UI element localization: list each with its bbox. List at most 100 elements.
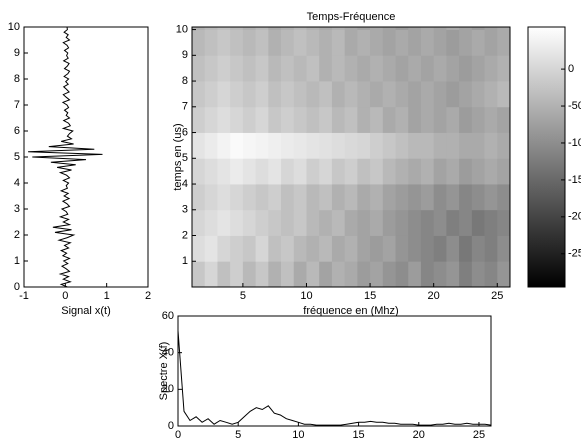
heatmap-cell [268,158,282,185]
colorbar-tick-label: -200 [568,211,581,223]
heatmap-cell [192,55,206,82]
heatmap-cell [242,184,256,211]
heatmap-cell [344,209,358,236]
y-tick-label: 60 [162,310,174,322]
heatmap-cell [242,27,256,30]
signal-line [28,26,103,288]
heatmap-cell [459,27,473,30]
heatmap-cell [395,55,409,82]
heatmap-cell [242,106,256,133]
chart-title: Temps-Fréquence [307,11,396,23]
y-tick-label: 3 [14,203,20,215]
heatmap-cell [395,184,409,211]
heatmap-cell [192,81,206,108]
heatmap-cell [255,29,269,56]
x-tick-label: 0 [62,290,68,302]
colorbar [527,26,566,288]
heatmap-cell [319,106,333,133]
heatmap-cell [192,209,206,236]
heatmap-cell [357,209,371,236]
y-tick-label: 7 [14,99,20,111]
heatmap-cell [268,235,282,262]
heatmap-cell [382,27,396,30]
heatmap-cell [497,261,511,288]
heatmap-cell [497,158,511,185]
heatmap-cell [192,184,206,211]
heatmap-cell [408,27,422,30]
heatmap-cell [471,235,485,262]
heatmap-cell [420,235,435,262]
y-tick-label: 20 [162,383,174,395]
heatmap-cell [382,132,396,159]
heatmap-cell [420,184,435,211]
heatmap-cell [204,132,218,159]
heatmap-cell [281,132,295,159]
y-tick-label: 8 [14,73,20,85]
heatmap-cell [382,81,396,108]
heatmap-cell [242,55,256,82]
heatmap-cell [433,158,447,185]
heatmap-cell [204,55,218,82]
heatmap-cell [357,158,371,185]
y-tick-label: 2 [14,229,20,241]
heatmap-cell [319,209,333,236]
colorbar-tick-label: -150 [568,174,581,186]
heatmap-cell [293,27,307,30]
heatmap-cell [204,209,218,236]
heatmap-cell [242,209,256,236]
heatmap-cell [293,209,307,236]
heatmap-cell [331,209,346,236]
heatmap-cell [242,235,256,262]
axes-box [177,315,492,427]
heatmap-cell [370,158,384,185]
heatmap-cell [382,55,396,82]
heatmap-cell [255,106,269,133]
heatmap-cell [484,81,498,108]
heatmap-cell [255,132,269,159]
heatmap-cell [395,235,409,262]
heatmap-cell [293,235,307,262]
heatmap-cell [204,27,218,30]
heatmap-cell [420,29,435,56]
heatmap-cell [281,158,295,185]
heatmap-cell [306,132,320,159]
heatmap-cell [192,29,206,56]
heatmap-cell [471,184,485,211]
heatmap-cell [446,81,460,108]
heatmap-cell [497,27,511,30]
heatmap-cell [459,106,473,133]
heatmap-cell [433,261,447,288]
x-tick-label: 25 [473,429,485,439]
heatmap-cell [395,81,409,108]
heatmap-cell [217,55,231,82]
heatmap-cell [217,158,231,185]
heatmap-cell [268,55,282,82]
heatmap-cell [471,55,485,82]
y-tick-label: 5 [182,152,188,164]
heatmap-cell [281,27,295,30]
heatmap-cell [382,106,396,133]
heatmap-cell [255,27,269,30]
y-tick-label: 7 [182,101,188,113]
heatmap-cell [370,261,384,288]
x-tick-label: 0 [175,429,181,439]
x-tick-label: 5 [235,429,241,439]
heatmap-cell [420,55,435,82]
heatmap-cell [242,261,256,288]
signal-line [177,330,492,426]
heatmap-cell [242,132,256,159]
heatmap-cell [268,261,282,288]
heatmap-cell [395,209,409,236]
heatmap-cell [268,106,282,133]
heatmap-cell [217,132,231,159]
heatmap-cell [408,209,422,236]
y-tick-label: 10 [8,21,20,33]
heatmap-cell [293,29,307,56]
heatmap-cell [446,27,460,30]
heatmap-cell [344,106,358,133]
heatmap-cell [331,235,346,262]
heatmap-cell [268,132,282,159]
colorbar-tick-label: 0 [568,63,574,75]
heatmap-cell [331,261,346,288]
heatmap-cell [204,106,218,133]
